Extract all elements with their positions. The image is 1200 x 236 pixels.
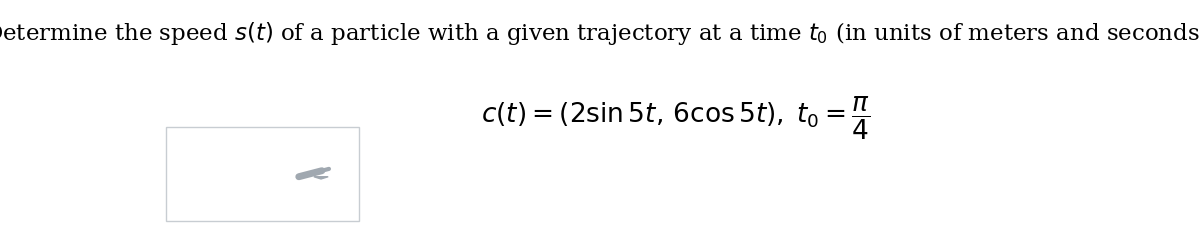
Text: Determine the speed $s(t)$ of a particle with a given trajectory at a time $t_0$: Determine the speed $s(t)$ of a particle… bbox=[0, 20, 1200, 47]
Text: $c(t) = (2\sin 5t,\, 6\cos 5t),\; t_0 = \dfrac{\pi}{4}$: $c(t) = (2\sin 5t,\, 6\cos 5t),\; t_0 = … bbox=[481, 94, 871, 142]
Polygon shape bbox=[314, 177, 328, 179]
FancyBboxPatch shape bbox=[167, 127, 359, 221]
